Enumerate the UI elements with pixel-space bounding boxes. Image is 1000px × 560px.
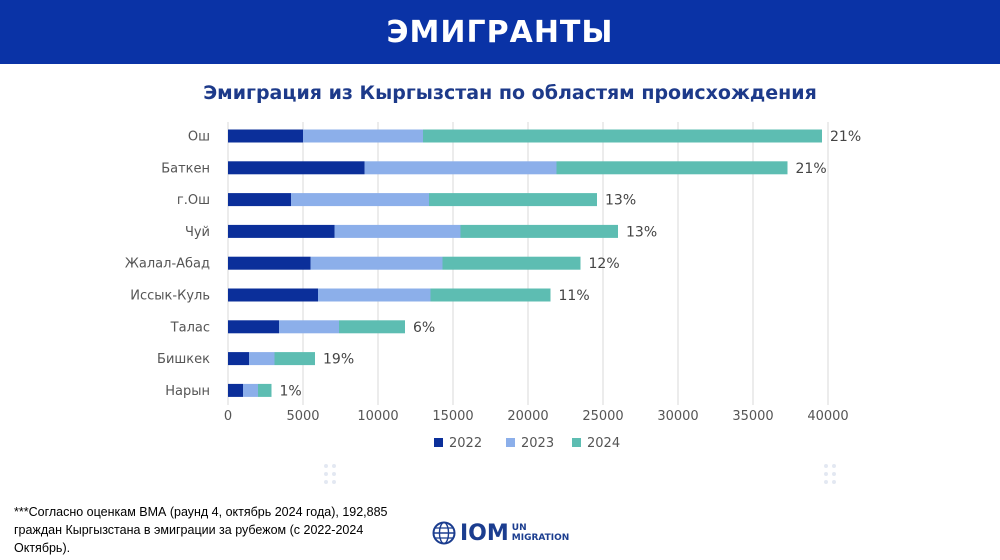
bar-segment: [249, 352, 275, 366]
bar-segment: [228, 383, 243, 397]
x-tick-label: 20000: [507, 409, 548, 424]
bar-segment: [228, 352, 249, 366]
legend-label: 2022: [449, 436, 482, 451]
category-label: Бишкек: [157, 352, 210, 367]
category-label: Нарын: [165, 384, 210, 399]
bar-segment: [279, 320, 339, 334]
bar-segment: [243, 383, 258, 397]
data-label: 1%: [280, 383, 302, 399]
x-tick-label: 30000: [657, 409, 698, 424]
bar-segment: [364, 161, 557, 175]
x-tick-label: 5000: [286, 409, 319, 424]
data-label: 19%: [323, 352, 354, 368]
data-label: 13%: [626, 224, 657, 240]
bar-segment: [442, 256, 581, 270]
bar-segment: [334, 224, 461, 238]
decorative-dots-right: [824, 464, 836, 484]
bar-segment: [339, 320, 405, 334]
category-label: г.Ош: [177, 193, 210, 208]
x-tick-label: 35000: [732, 409, 773, 424]
bar-segment: [291, 193, 429, 207]
data-label: 13%: [605, 193, 636, 209]
bar-segment: [228, 288, 318, 302]
slide-title: ЭМИГРАНТЫ: [386, 14, 614, 50]
iom-globe-icon: [432, 521, 456, 545]
bar-segment: [228, 224, 335, 238]
logo-sub-un: UN: [511, 523, 527, 533]
legend-label: 2023: [521, 436, 554, 451]
data-label: 6%: [413, 320, 435, 336]
legend-swatch: [434, 438, 443, 447]
data-label: 12%: [589, 256, 620, 272]
category-label: Иссык-Куль: [130, 289, 210, 304]
category-label: Баткен: [161, 161, 210, 176]
category-label: Чуй: [185, 225, 210, 240]
bar-segment: [258, 383, 272, 397]
bar-segment: [318, 288, 431, 302]
x-tick-label: 15000: [432, 409, 473, 424]
category-label: Жалал-Абад: [125, 257, 210, 272]
bar-segment: [460, 224, 618, 238]
bar-segment: [429, 193, 597, 207]
header-bar: ЭМИГРАНТЫ: [0, 0, 1000, 64]
bar-segment: [303, 129, 423, 143]
logo-sub-migration: MIGRATION: [511, 533, 570, 543]
iom-logo: IOM UN MIGRATION: [432, 519, 569, 547]
x-tick-label: 0: [224, 409, 232, 424]
x-tick-label: 25000: [582, 409, 623, 424]
chart-title: Эмиграция из Кыргызстан по областям прои…: [203, 82, 817, 104]
bar-segment: [274, 352, 315, 366]
bar-segment: [228, 193, 291, 207]
x-tick-label: 40000: [807, 409, 848, 424]
legend-label: 2024: [587, 436, 620, 451]
logo-subtitle: UN MIGRATION: [512, 523, 570, 543]
data-label: 21%: [796, 161, 827, 177]
bar-segment: [228, 129, 303, 143]
decorative-dots: [324, 464, 336, 484]
bar-segment: [228, 256, 311, 270]
bar-segment: [228, 320, 279, 334]
category-label: Ош: [188, 130, 210, 145]
data-label: 21%: [830, 129, 861, 145]
legend-swatch: [572, 438, 581, 447]
bar-segment: [310, 256, 443, 270]
legend-swatch: [506, 438, 515, 447]
category-label: Талас: [170, 320, 210, 335]
bar-segment: [556, 161, 788, 175]
footnote: ***Согласно оценкам ВМА (раунд 4, октябр…: [14, 505, 388, 555]
bar-segment: [430, 288, 551, 302]
x-tick-label: 10000: [357, 409, 398, 424]
bar-segment: [228, 161, 365, 175]
logo-text: IOM: [460, 520, 509, 546]
bar-segment: [423, 129, 822, 143]
data-label: 11%: [559, 288, 590, 304]
bar-chart: 0 5000 10000 15000 20000 25000 30000 35000 40000…: [125, 122, 861, 451]
